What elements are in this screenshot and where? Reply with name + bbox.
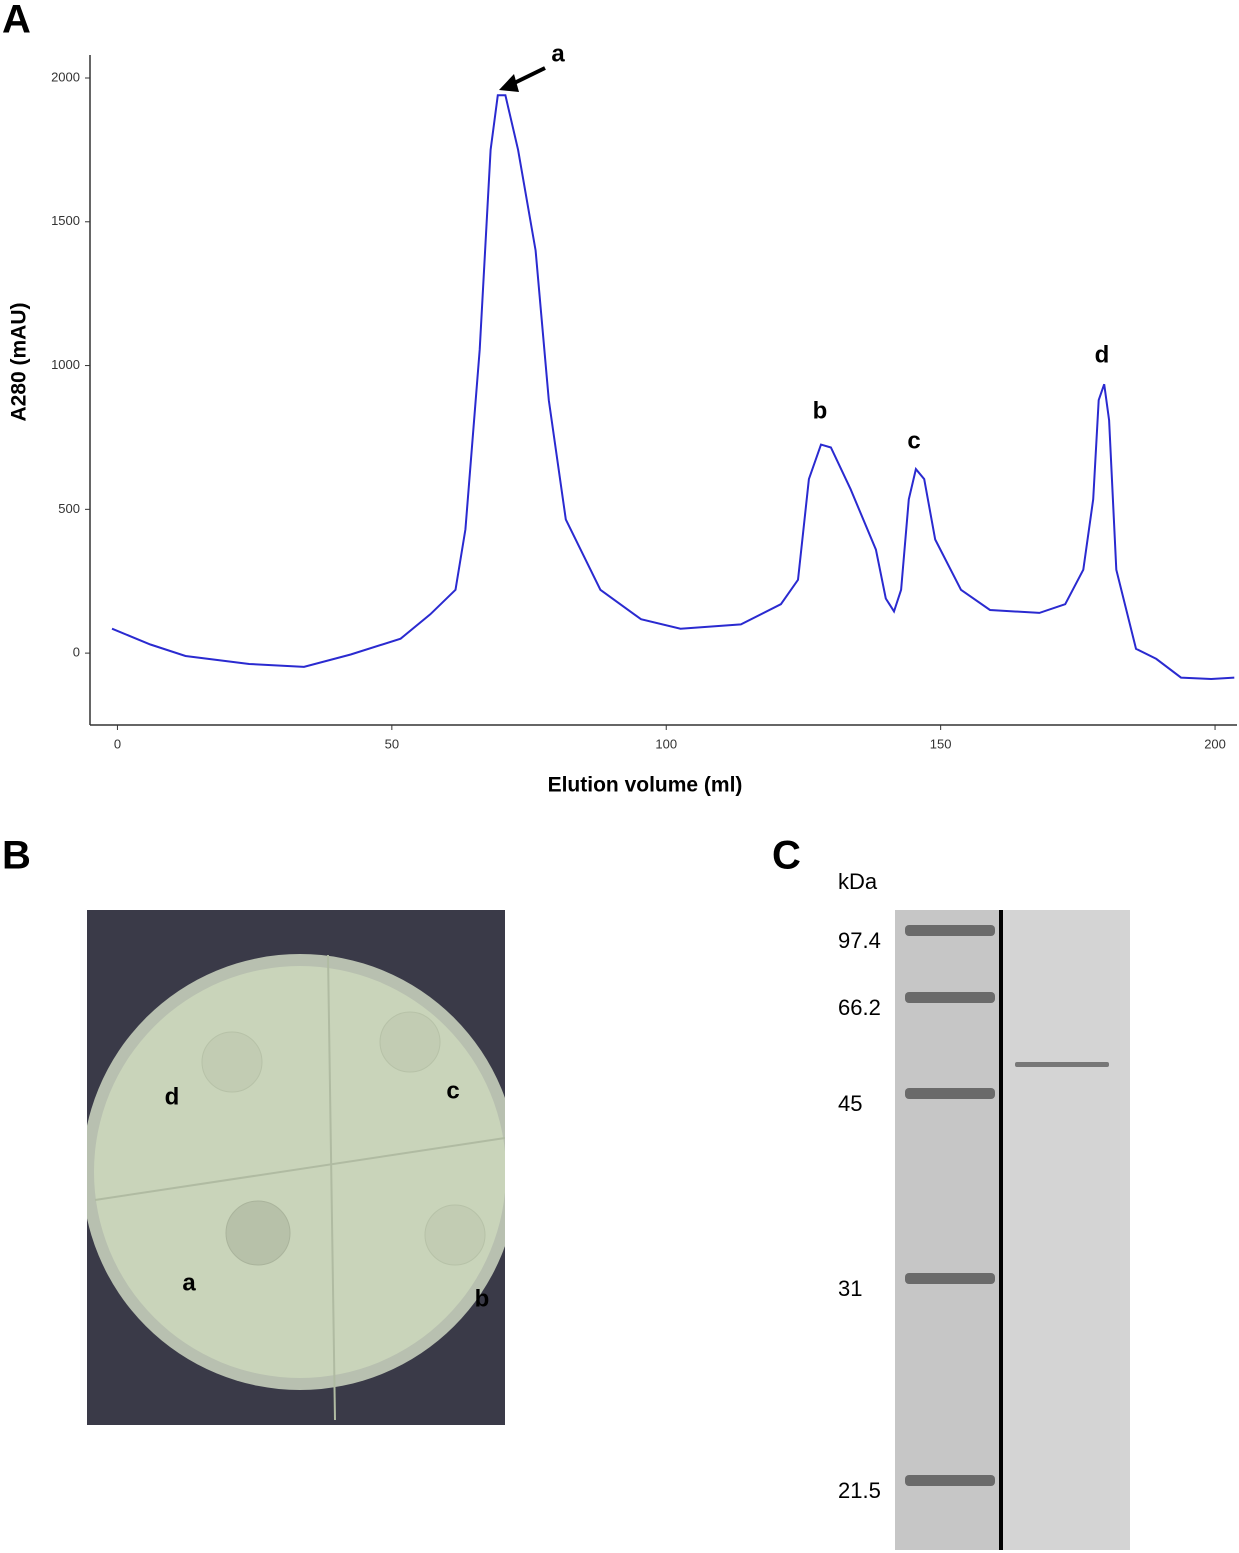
series-line (111, 94, 1235, 681)
divider (327, 954, 336, 1421)
x-tick-label: 200 (1204, 736, 1226, 751)
marker-band (905, 925, 995, 936)
panel-label: A (2, 0, 31, 42)
sample-lane (1003, 910, 1130, 1550)
peak-label: b (813, 397, 828, 424)
marker-label: 31 (838, 1276, 862, 1301)
x-tick-label: 0 (114, 736, 121, 751)
peak-label: c (907, 427, 920, 454)
x-tick-label: 50 (385, 736, 399, 751)
spot-label: a (182, 1269, 196, 1296)
y-tick-label: 0 (73, 645, 80, 660)
marker-lane (895, 910, 1003, 1550)
sample-band (1015, 1062, 1109, 1067)
x-axis-label: Elution volume (ml) (548, 774, 743, 797)
spot-label: b (475, 1285, 490, 1312)
y-tick-label: 500 (58, 501, 80, 516)
marker-label: 97.4 (838, 928, 881, 953)
clear-zone (424, 1204, 486, 1266)
y-axis-label: A280 (mAU) (8, 302, 31, 421)
clear-zone (225, 1200, 291, 1266)
marker-band (905, 1475, 995, 1486)
peak-label: a (551, 40, 565, 67)
clear-zone (201, 1031, 263, 1093)
panel-label: C (772, 834, 801, 878)
y-tick-label: 2000 (51, 69, 80, 84)
marker-label: 66.2 (838, 995, 881, 1020)
gel: kDa 97.4 66.2 45 31 21.5 (838, 869, 1130, 1550)
spot-label: d (165, 1083, 180, 1110)
plate-photo: d c a b (87, 910, 505, 1425)
peak-label: d (1095, 341, 1110, 368)
y-tick-label: 1000 (51, 357, 80, 372)
marker-band (905, 992, 995, 1003)
x-tick-label: 150 (930, 736, 952, 751)
agar (94, 966, 505, 1378)
y-tick-label: 1500 (51, 213, 80, 228)
marker-label: 45 (838, 1091, 862, 1116)
spot-label: c (446, 1077, 459, 1104)
x-tick-label: 100 (655, 736, 677, 751)
marker-band (905, 1273, 995, 1284)
marker-label: 21.5 (838, 1478, 881, 1503)
marker-band (905, 1088, 995, 1099)
divider (94, 1137, 505, 1201)
clear-zone (379, 1011, 441, 1073)
chromatogram: Elution volume (ml) A280 (mAU) 050010001… (8, 40, 1237, 797)
unit-label: kDa (838, 869, 878, 894)
annotation-arrowhead (499, 74, 519, 92)
panel-label: B (2, 834, 31, 878)
